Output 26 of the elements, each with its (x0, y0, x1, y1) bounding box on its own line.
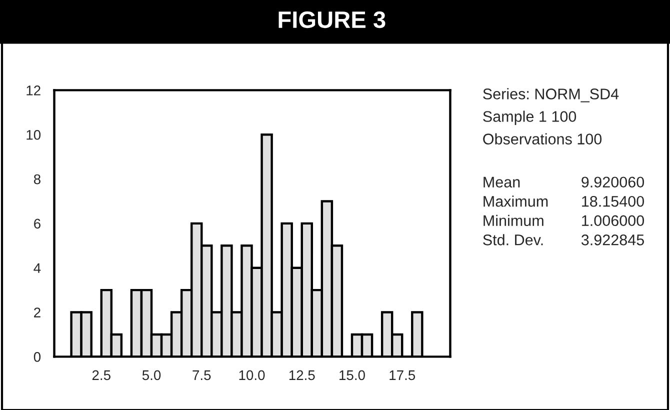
text: 18.15400 (582, 196, 644, 207)
text: 9.920060 (582, 176, 644, 188)
y-tick-label: 8 (34, 174, 40, 184)
x-tick-label: 5.0 (142, 370, 161, 380)
y-tick-label: 0 (34, 352, 41, 362)
x-tick-label: 17.5 (390, 370, 416, 380)
text: Observations 100 (483, 133, 602, 144)
text: Std. Dev. (483, 234, 543, 246)
text: Minimum (484, 214, 544, 226)
x-tick-label: 7.5 (192, 370, 211, 380)
x-tick-label: 2.5 (92, 370, 110, 380)
x-tick-label: 12.5 (289, 370, 315, 380)
x-tick-label: 15.0 (340, 370, 365, 380)
text: Maximum (484, 196, 548, 207)
x-tick-label: 10.0 (239, 370, 265, 380)
text: Sample 1 100 (483, 110, 576, 125)
y-tick-label: 10 (26, 130, 41, 140)
y-tick-label: 12 (26, 86, 40, 96)
chart-title: FIGURE 3 (278, 11, 386, 28)
text: Mean (484, 176, 520, 188)
y-tick-label: 2 (34, 308, 40, 318)
y-tick-label: 6 (34, 218, 40, 229)
text: 1.006000 (582, 215, 644, 226)
text: Series: NORM_SD4 (483, 88, 619, 102)
text: 3.922845 (581, 234, 644, 246)
y-tick-label: 4 (34, 263, 41, 273)
